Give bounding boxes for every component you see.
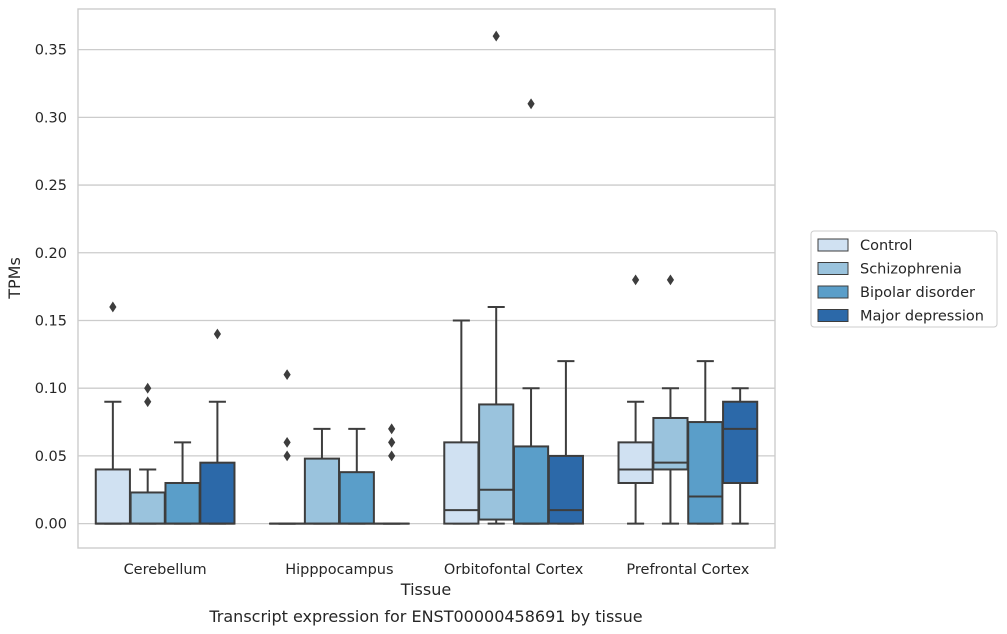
outlier-point — [283, 369, 291, 381]
legend-label: Major depression — [860, 309, 984, 325]
box-body — [303, 457, 341, 525]
y-tick-label: 0.20 — [35, 246, 67, 262]
legend-frame — [810, 230, 998, 328]
boxes — [94, 30, 759, 525]
box-control — [269, 369, 306, 525]
outlier-point — [144, 396, 152, 408]
y-tick-label: 0.00 — [35, 517, 67, 533]
legend: Control Schizophrenia Bipolar disorder Majo… — [810, 230, 998, 328]
legend-swatch — [817, 309, 849, 322]
y-tick-label: 0.30 — [35, 110, 67, 126]
outlier-point — [632, 274, 640, 286]
box-schizophrenia — [129, 382, 166, 525]
legend-swatch — [817, 262, 849, 275]
x-tick-label: Prefrontal Cortex — [626, 562, 749, 578]
box-schizophrenia — [652, 274, 689, 525]
box-major-depression — [373, 423, 410, 525]
y-tick-labels: 0.00 0.05 0.10 0.15 0.20 0.25 0.30 0.35 — [35, 43, 67, 533]
x-tick-label: Hipppocampus — [285, 562, 393, 578]
box-body — [199, 461, 236, 525]
x-tick-label: Cerebellum — [124, 562, 207, 578]
outlier-point — [666, 274, 675, 286]
outlier-point — [109, 301, 117, 313]
outlier-point — [492, 30, 500, 42]
box-schizophrenia — [478, 30, 515, 525]
outlier-point — [213, 328, 221, 340]
box-body — [547, 454, 584, 525]
box-body — [338, 471, 375, 525]
legend-label: Bipolar disorder — [860, 285, 975, 301]
box-control — [94, 301, 131, 525]
outlier-point — [388, 450, 396, 462]
y-tick-label: 0.25 — [35, 178, 67, 194]
outlier-point — [388, 436, 396, 448]
box-major-depression — [722, 387, 759, 525]
y-tick-label: 0.10 — [35, 381, 67, 397]
box-body — [94, 468, 131, 525]
box-bipolar-disorder — [687, 360, 724, 525]
box-body — [512, 445, 550, 525]
legend-label: Control — [860, 238, 912, 254]
chart-caption: Transcript expression for ENST0000045869… — [208, 607, 642, 626]
box-bipolar-disorder — [338, 427, 375, 525]
y-axis-label: TPMs — [5, 257, 24, 300]
outlier-point — [283, 436, 291, 448]
outlier-point — [283, 450, 291, 462]
grid — [78, 48, 775, 525]
box-major-depression — [547, 360, 584, 525]
box-body — [443, 441, 480, 525]
legend-swatch — [817, 285, 849, 299]
box-bipolar-disorder — [164, 441, 201, 525]
box-control — [443, 319, 480, 525]
outlier-point — [144, 382, 152, 394]
outlier-point — [527, 98, 535, 110]
y-tick-label: 0.35 — [35, 43, 67, 59]
x-tick-label: Orbitofontal Cortex — [444, 562, 584, 578]
x-axis-label: Tissue — [400, 580, 451, 599]
box-body — [617, 441, 654, 484]
outlier-point — [388, 423, 396, 435]
box-body — [687, 421, 724, 525]
plot-frame — [77, 8, 776, 549]
box-major-depression — [199, 328, 236, 525]
legend-swatch — [817, 238, 849, 252]
box-body — [478, 403, 515, 521]
box-body — [129, 491, 166, 525]
box-schizophrenia — [303, 427, 341, 525]
y-tick-label: 0.15 — [35, 313, 67, 329]
box-body — [164, 481, 201, 525]
legend-label: Schizophrenia — [860, 262, 962, 278]
box-control — [617, 274, 654, 525]
y-tick-label: 0.05 — [35, 449, 67, 465]
box-body — [722, 400, 759, 484]
x-tick-labels: Cerebellum Hipppocampus Orbitofontal Corte… — [124, 562, 750, 578]
box-bipolar-disorder — [512, 98, 550, 525]
